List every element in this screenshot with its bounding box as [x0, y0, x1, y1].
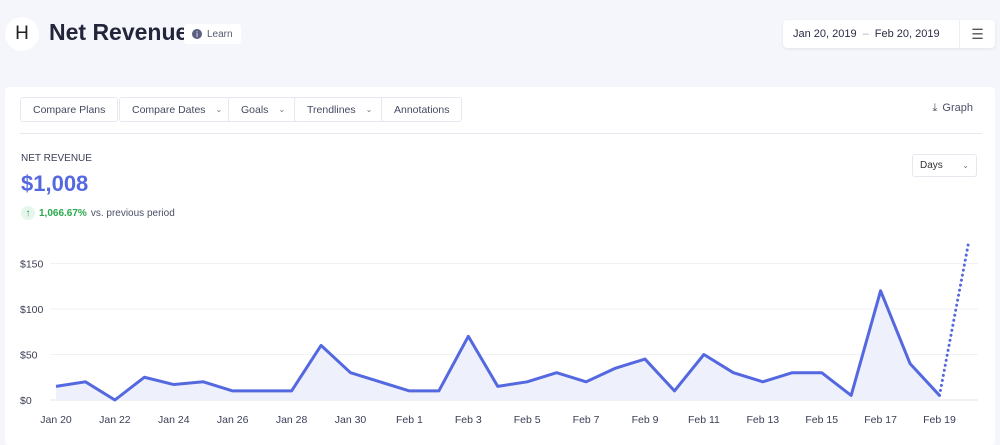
x-tick-label: Jan 22	[99, 414, 131, 426]
x-tick-label: Feb 13	[746, 414, 779, 426]
compare-plans-label: Compare Plans	[33, 103, 106, 116]
trendlines-label: Trendlines	[307, 103, 356, 116]
compare-dates-label: Compare Dates	[132, 103, 206, 116]
goals-label: Goals	[241, 103, 269, 116]
interval-value: Days	[920, 160, 943, 171]
y-tick-label: $0	[20, 395, 32, 407]
download-icon: ⤓	[932, 102, 938, 114]
menu-icon[interactable]: ☰	[971, 25, 984, 42]
app-logo[interactable]: H	[5, 17, 39, 51]
divider	[20, 133, 982, 134]
chevron-down-icon: ⌄	[278, 105, 286, 114]
annotations-button[interactable]: Annotations	[381, 97, 463, 122]
learn-button[interactable]: i Learn	[184, 24, 241, 44]
x-tick-label: Feb 15	[805, 414, 838, 426]
x-tick-label: Feb 1	[396, 414, 423, 426]
interval-select[interactable]: Days ⌄	[912, 154, 977, 177]
page-title: Net Revenue	[49, 19, 189, 45]
metric-change: ↑ 1,066.67% vs. previous period	[21, 206, 175, 220]
chevron-down-icon: ⌄	[962, 161, 969, 170]
x-tick-label: Feb 5	[514, 414, 541, 426]
x-tick-label: Feb 9	[632, 414, 659, 426]
x-tick-label: Feb 7	[573, 414, 600, 426]
metric-label: NET REVENUE	[21, 153, 92, 164]
x-tick-label: Jan 26	[217, 414, 249, 426]
date-start[interactable]: Jan 20, 2019	[793, 28, 857, 40]
x-tick-label: Jan 24	[158, 414, 190, 426]
y-tick-label: $50	[20, 350, 38, 362]
info-icon: i	[192, 29, 202, 39]
arrow-up-icon: ↑	[21, 206, 35, 220]
date-separator: –	[862, 28, 869, 40]
annotations-label: Annotations	[394, 103, 450, 116]
metric-value: $1,008	[21, 171, 89, 196]
area-fill	[56, 290, 940, 400]
x-tick-label: Jan 28	[276, 414, 308, 426]
y-tick-label: $150	[20, 259, 44, 271]
compare-plans-button[interactable]: Compare Plans	[20, 97, 119, 122]
compare-dates-dropdown[interactable]: Compare Dates ⌄	[119, 97, 236, 122]
x-tick-label: Jan 30	[335, 414, 367, 426]
x-tick-label: Feb 11	[688, 414, 720, 426]
chevron-down-icon: ⌄	[365, 105, 373, 114]
y-tick-label: $100	[20, 304, 44, 316]
x-tick-label: Feb 17	[864, 414, 897, 426]
change-percent: 1,066.67%	[39, 207, 87, 219]
graph-export-button[interactable]: ⤓ Graph	[933, 102, 973, 115]
chevron-down-icon: ⌄	[215, 105, 223, 114]
date-range-picker[interactable]: Jan 20, 2019– Feb 20, 2019 ☰	[783, 20, 995, 48]
x-tick-label: Feb 19	[923, 414, 956, 426]
graph-label: Graph	[942, 102, 973, 114]
trendlines-dropdown[interactable]: Trendlines ⌄	[294, 97, 386, 122]
projected-line	[938, 239, 971, 397]
revenue-chart: $0 $50 $100 $150 Jan 20 Jan 22 Jan 24 Jan 26 Jan…	[20, 239, 978, 426]
change-suffix: vs. previous period	[90, 207, 175, 219]
goals-dropdown[interactable]: Goals ⌄	[228, 97, 299, 122]
x-tick-label: Feb 3	[455, 414, 482, 426]
x-tick-label: Jan 20	[40, 414, 72, 426]
date-end[interactable]: Feb 20, 2019	[874, 28, 940, 40]
learn-label: Learn	[207, 28, 233, 40]
series-line	[55, 289, 941, 402]
